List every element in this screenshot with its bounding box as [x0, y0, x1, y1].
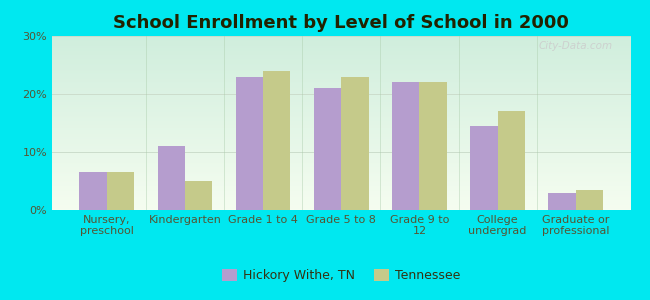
Bar — [314, 88, 341, 210]
Bar — [549, 193, 576, 210]
Bar — [576, 190, 603, 210]
Bar — [79, 172, 107, 210]
Bar — [498, 111, 525, 210]
Bar — [341, 76, 369, 210]
Title: School Enrollment by Level of School in 2000: School Enrollment by Level of School in … — [113, 14, 569, 32]
Bar — [419, 82, 447, 210]
Bar — [157, 146, 185, 210]
Bar — [185, 181, 213, 210]
Bar — [392, 82, 419, 210]
Text: City-Data.com: City-Data.com — [539, 41, 613, 51]
Legend: Hickory Withe, TN, Tennessee: Hickory Withe, TN, Tennessee — [217, 264, 465, 287]
Bar — [470, 126, 498, 210]
Bar — [263, 71, 291, 210]
Bar — [107, 172, 134, 210]
Bar — [236, 76, 263, 210]
